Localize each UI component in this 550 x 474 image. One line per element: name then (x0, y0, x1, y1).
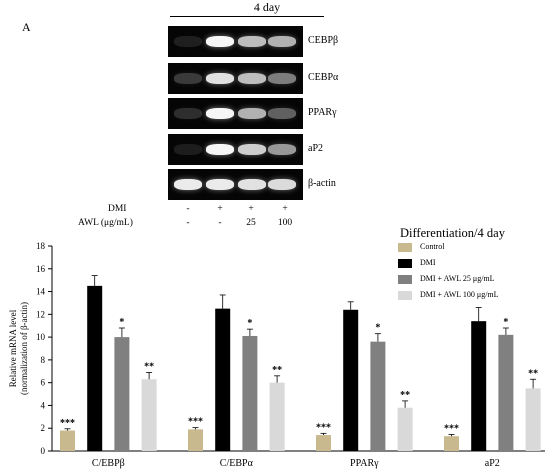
significance-marker: *** (444, 423, 459, 434)
y-tick-label: 18 (36, 241, 46, 251)
significance-marker: * (503, 317, 508, 328)
y-tick-label: 8 (41, 355, 46, 365)
treatment-value: - (218, 218, 222, 228)
bar (316, 435, 331, 451)
significance-marker: ** (400, 390, 410, 401)
treatment-value: + (248, 204, 254, 214)
bar (87, 285, 103, 451)
significance-marker: ** (144, 361, 154, 372)
legend-swatch (398, 243, 412, 252)
x-tick-label: C/EBPα (220, 458, 254, 469)
legend-label: Control (420, 242, 445, 251)
treatment-value: + (282, 204, 288, 214)
legend-label: DMI + AWL 100 μg/mL (420, 290, 499, 299)
gel-band (206, 36, 234, 47)
gel-band (268, 179, 296, 190)
bar (215, 308, 231, 451)
gel-blot (168, 26, 303, 57)
significance-marker: *** (316, 422, 331, 433)
bar (141, 379, 157, 451)
legend-title: Differentiation/4 day (400, 226, 505, 240)
y-tick-label: 10 (36, 332, 46, 342)
significance-marker: ** (528, 368, 538, 379)
bar (525, 388, 541, 451)
gel-band (268, 36, 296, 47)
treatment-value: 100 (277, 218, 293, 228)
legend-swatch (398, 275, 412, 284)
y-tick-label: 4 (41, 400, 46, 410)
bar (471, 321, 487, 451)
treatment-value: - (186, 204, 190, 214)
x-tick-label: PPARγ (350, 458, 379, 469)
treatment-row-label: AWL (μg/mL) (78, 218, 133, 228)
bar (343, 309, 359, 451)
y-tick-label: 14 (36, 287, 46, 297)
gel-band (268, 73, 296, 84)
y-tick-label: 0 (41, 446, 46, 456)
y-tick-label: 16 (36, 264, 46, 274)
y-tick-label: 6 (41, 378, 46, 388)
bar (269, 382, 285, 451)
gel-band (238, 144, 266, 155)
gel-marker-label: PPARγ (308, 107, 337, 118)
bar (114, 337, 130, 451)
significance-marker: * (119, 317, 124, 328)
gel-band (238, 73, 266, 84)
bar (242, 335, 258, 451)
period-underline (170, 16, 324, 17)
gel-marker-label: CEBPα (308, 72, 339, 83)
significance-marker: ** (272, 365, 282, 376)
gel-band (268, 144, 296, 155)
gel-band (174, 73, 202, 84)
treatment-value: - (186, 218, 190, 228)
treatment-row-label: DMI (108, 204, 127, 214)
treatment-value: 25 (246, 218, 256, 228)
gel-marker-label: CEBPβ (308, 35, 339, 46)
gel-blot (168, 63, 303, 94)
bar (444, 436, 459, 451)
gel-blot (168, 98, 303, 129)
bar-chart: 0 2 4 6 8 10 12 14 16 18 Relative mRNA level (norma… (8, 241, 545, 469)
legend-label: DMI + AWL 25 μg/mL (420, 274, 495, 283)
gel-band (238, 179, 266, 190)
gel-band (174, 36, 202, 47)
significance-marker: * (375, 323, 380, 334)
gel-band (174, 144, 202, 155)
gel-band (206, 73, 234, 84)
bar (397, 407, 413, 451)
significance-marker: *** (60, 418, 75, 429)
y-tick-label: 12 (36, 309, 45, 319)
legend-swatch (398, 291, 412, 300)
significance-marker: *** (188, 417, 203, 428)
gel-band (206, 108, 234, 119)
gel-blot (168, 134, 303, 165)
x-tick-label: C/EBPβ (92, 458, 125, 469)
bar (188, 429, 203, 451)
gel-band (268, 108, 296, 119)
x-tick-label: aP2 (485, 458, 500, 469)
bar (370, 341, 386, 451)
period-label: 4 day (253, 0, 281, 14)
treatment-value: + (217, 204, 223, 214)
gel-band (174, 179, 202, 190)
bar (498, 334, 514, 451)
y-tick-label: 2 (41, 423, 46, 433)
gel-marker-label: β-actin (308, 178, 336, 189)
y-axis-label: (normalization of β-actin) (19, 302, 29, 395)
gel-band (206, 179, 234, 190)
gel-blot (168, 169, 303, 200)
y-axis-label: Relative mRNA level (8, 309, 18, 387)
legend-label: DMI (420, 258, 436, 267)
legend-swatch (398, 259, 412, 268)
significance-marker: * (247, 318, 252, 329)
gel-marker-label: aP2 (308, 143, 323, 154)
gel-band (174, 108, 202, 119)
bar (60, 430, 75, 451)
panel-letter: A (22, 20, 31, 34)
gel-band (238, 108, 266, 119)
gel-band (206, 144, 234, 155)
gel-band (238, 36, 266, 47)
